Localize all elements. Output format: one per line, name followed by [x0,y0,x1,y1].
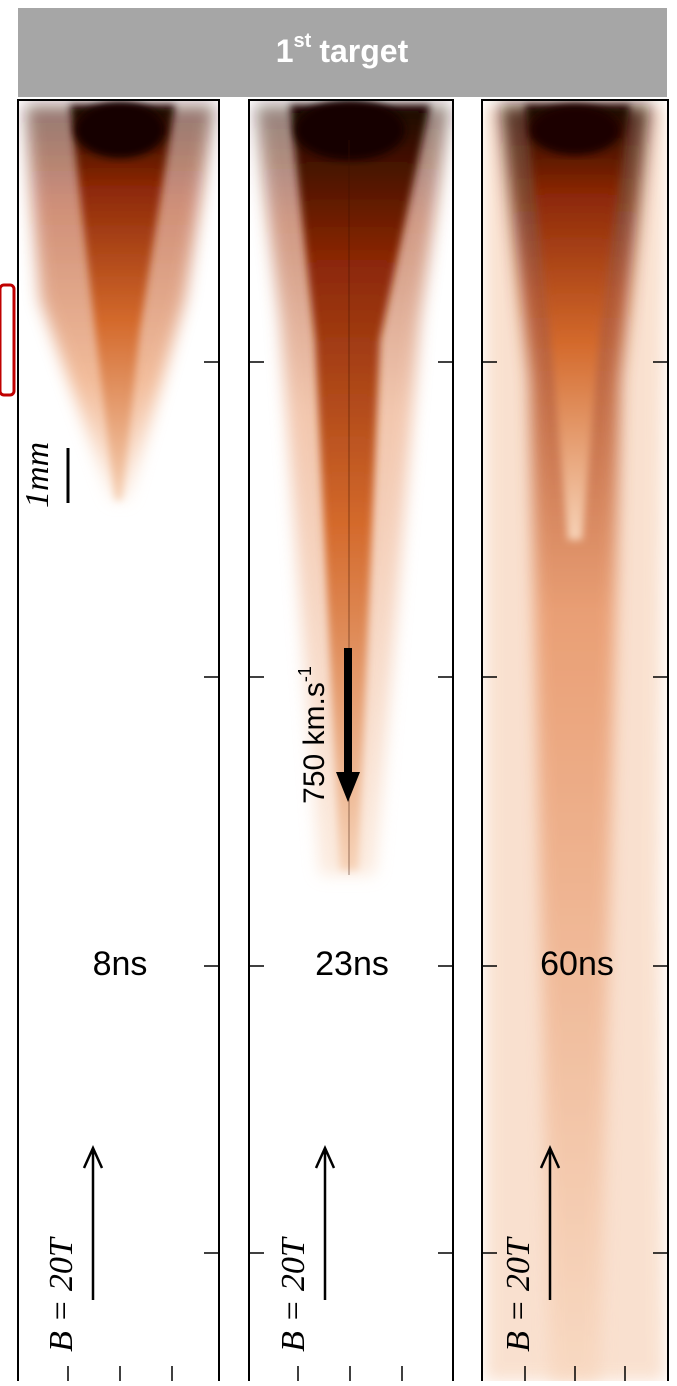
panel-frame [248,99,454,1386]
plasma-image-2 [255,101,450,875]
time-label: 23ns [315,945,389,983]
velocity-arrowhead [336,772,360,802]
field-arrows [82,1144,561,1300]
time-label: 8ns [93,945,148,983]
velocity-base: 750 km.s [298,682,331,804]
velocity-label: 750 km.s-1 [295,666,331,804]
plasma-image-1 [25,102,215,500]
side-box [0,283,16,397]
header-title: 1st target [276,30,409,69]
header-band [18,8,667,97]
field-label: B = 20T [500,1236,537,1352]
panel-frame [481,99,669,1386]
velocity-sup: -1 [295,666,315,682]
time-label: 60ns [540,945,614,983]
title-sup: st [294,30,312,52]
plasma-image-3 [485,105,665,1381]
title-rest: target [319,33,408,69]
scale-label: 1mm [19,442,56,508]
panel-frame [17,99,220,1386]
field-label: B = 20T [275,1236,312,1352]
title-base: 1 [276,33,294,69]
field-label: B = 20T [43,1236,80,1352]
ticks [67,361,668,1381]
